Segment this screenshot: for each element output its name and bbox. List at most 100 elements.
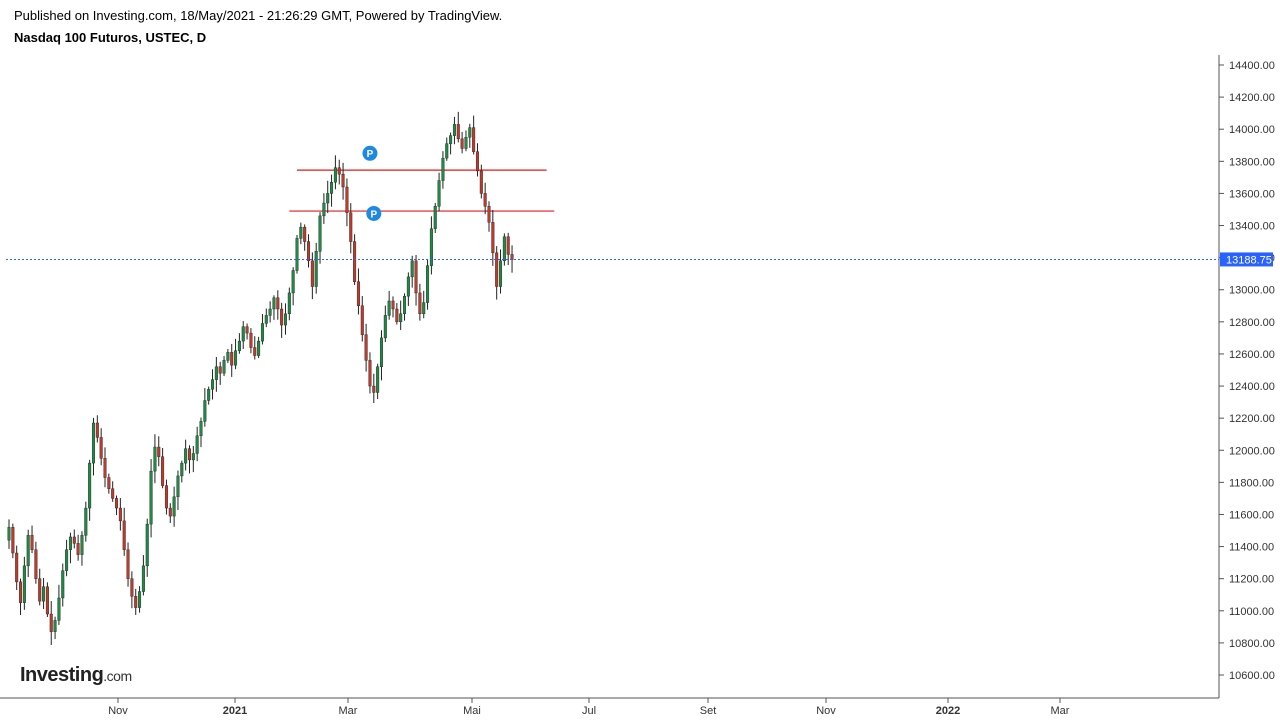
candle-body bbox=[199, 421, 203, 437]
candle bbox=[211, 369, 215, 400]
candle-body bbox=[11, 527, 15, 554]
candle bbox=[337, 159, 341, 185]
candle-body bbox=[111, 488, 115, 499]
candle bbox=[506, 232, 510, 265]
candle-body bbox=[72, 536, 76, 544]
candle bbox=[237, 333, 241, 354]
candle-body bbox=[464, 137, 468, 149]
candle bbox=[57, 584, 61, 625]
candle bbox=[379, 330, 383, 381]
candle-body bbox=[184, 448, 188, 464]
candle bbox=[295, 235, 299, 274]
x-tick-label: Nov bbox=[816, 705, 836, 717]
candle-body bbox=[379, 337, 383, 367]
candle-body bbox=[264, 315, 268, 324]
candle-body bbox=[399, 313, 403, 323]
candle-body bbox=[153, 446, 157, 472]
current-price-tag: 13188.75 bbox=[1220, 252, 1273, 267]
candle-body bbox=[318, 215, 322, 252]
candle-body bbox=[345, 186, 349, 213]
p-marker-icon[interactable]: P bbox=[366, 205, 382, 221]
candle bbox=[245, 323, 249, 340]
candle bbox=[149, 459, 153, 538]
candle-body bbox=[84, 507, 88, 536]
candle-body bbox=[218, 366, 222, 374]
candle bbox=[80, 531, 84, 566]
candle bbox=[360, 296, 364, 342]
candle-body bbox=[34, 549, 38, 579]
x-tick-label: Jul bbox=[582, 705, 596, 717]
y-tick-label: 10600.00 bbox=[1229, 670, 1275, 682]
candle-body bbox=[126, 549, 130, 579]
candle-body bbox=[445, 143, 449, 159]
candle bbox=[399, 300, 403, 331]
candle-body bbox=[307, 241, 311, 262]
candle-body bbox=[207, 389, 211, 401]
candle bbox=[19, 578, 23, 616]
candle-body bbox=[176, 475, 180, 498]
candle bbox=[15, 545, 19, 590]
x-tick-label: Set bbox=[700, 705, 717, 717]
published-info: Published on Investing.com, 18/May/2021 … bbox=[14, 8, 503, 23]
candle bbox=[153, 434, 157, 484]
candle bbox=[441, 151, 445, 189]
candle bbox=[268, 301, 272, 323]
candle-body bbox=[26, 535, 30, 567]
candle-body bbox=[161, 456, 165, 486]
candle bbox=[349, 203, 353, 254]
candle-body bbox=[314, 251, 318, 287]
candle bbox=[118, 497, 122, 531]
y-tick-label: 12800.00 bbox=[1229, 317, 1275, 329]
candle bbox=[487, 201, 491, 232]
candle bbox=[472, 115, 476, 155]
x-tick-label: Nov bbox=[108, 705, 128, 717]
candle-body bbox=[214, 366, 218, 380]
candle bbox=[91, 417, 95, 476]
candle bbox=[330, 174, 334, 207]
candle bbox=[249, 328, 253, 354]
candle-body bbox=[134, 596, 138, 608]
candle bbox=[7, 519, 11, 549]
candle-body bbox=[76, 543, 80, 555]
p-marker-icon[interactable]: P bbox=[362, 145, 378, 161]
candle-body bbox=[268, 308, 272, 316]
candle-body bbox=[95, 422, 99, 438]
candle-body bbox=[387, 300, 391, 316]
candle bbox=[429, 216, 433, 275]
candle bbox=[460, 131, 464, 154]
candle-body bbox=[333, 167, 337, 183]
candle-body bbox=[88, 462, 92, 509]
candle bbox=[403, 293, 407, 321]
candle-body bbox=[391, 300, 395, 310]
candle bbox=[53, 616, 57, 640]
candle-body bbox=[22, 565, 26, 603]
candle bbox=[187, 445, 191, 474]
candle bbox=[38, 568, 42, 606]
svg-text:P: P bbox=[367, 149, 374, 160]
y-tick-label: 11400.00 bbox=[1229, 542, 1274, 554]
candle bbox=[157, 436, 161, 467]
y-tick-label: 13400.00 bbox=[1229, 221, 1275, 233]
candle-body bbox=[449, 135, 453, 144]
y-tick-label: 10800.00 bbox=[1229, 638, 1275, 650]
candle-body bbox=[115, 498, 119, 509]
candle bbox=[164, 479, 168, 515]
candle-body bbox=[326, 193, 330, 204]
candle bbox=[356, 268, 360, 315]
candle-body bbox=[68, 536, 72, 550]
y-tick-label: 13800.00 bbox=[1229, 156, 1275, 168]
candle bbox=[61, 563, 65, 607]
candle bbox=[291, 267, 295, 306]
candle bbox=[502, 233, 506, 266]
candle bbox=[510, 245, 514, 273]
candle-body bbox=[234, 350, 238, 366]
candle bbox=[303, 224, 307, 251]
candle bbox=[253, 336, 257, 360]
x-tick-label: Mar bbox=[339, 705, 358, 717]
candle-body bbox=[376, 366, 380, 393]
candle-body bbox=[468, 127, 472, 138]
candle-body bbox=[426, 265, 430, 303]
candle bbox=[84, 501, 88, 542]
candle-body bbox=[403, 295, 407, 315]
